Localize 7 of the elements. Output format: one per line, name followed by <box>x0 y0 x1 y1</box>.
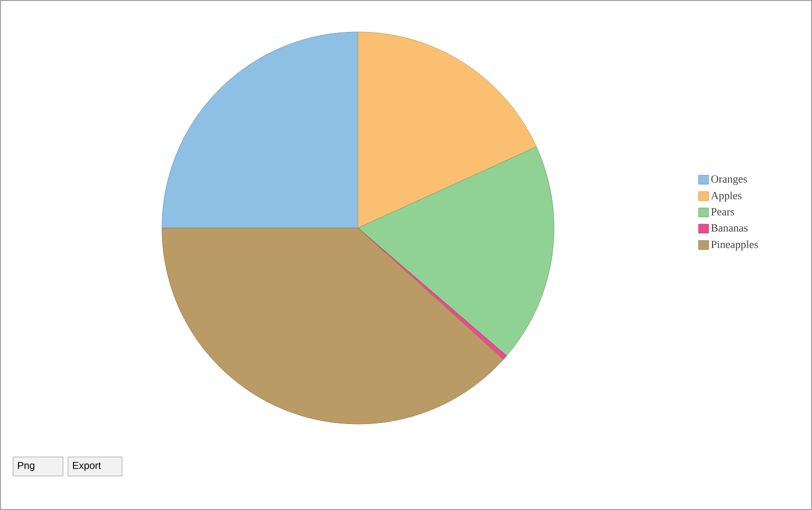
legend-label: Oranges <box>711 175 747 185</box>
legend-label: Apples <box>710 192 742 202</box>
legend-label: Pineapples <box>711 240 758 250</box>
legend-label: Pears <box>711 208 734 216</box>
text: Export <box>73 462 101 471</box>
legend-label: Bananas <box>711 224 748 232</box>
text: Png <box>18 462 34 471</box>
